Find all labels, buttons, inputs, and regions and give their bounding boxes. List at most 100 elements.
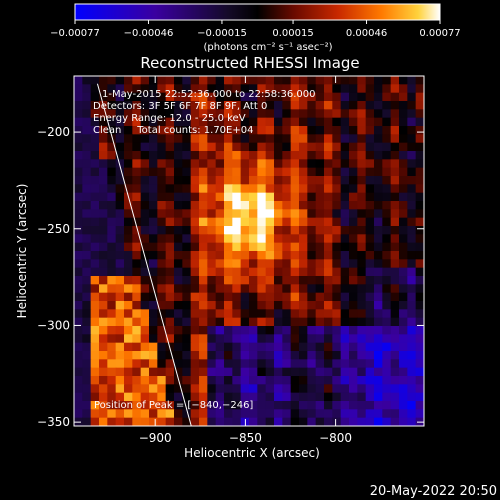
heatmap-cell bbox=[140, 276, 150, 285]
heatmap-cell bbox=[332, 384, 342, 394]
heatmap-cell bbox=[115, 401, 125, 410]
heatmap-cell bbox=[149, 251, 158, 260]
heatmap-cell bbox=[349, 384, 358, 394]
heatmap-cell bbox=[99, 292, 108, 302]
heatmap-cell bbox=[82, 192, 92, 202]
heatmap-cell bbox=[82, 109, 92, 119]
heatmap-cell bbox=[82, 242, 92, 252]
heatmap-cell bbox=[115, 317, 125, 327]
heatmap-cell bbox=[340, 134, 350, 144]
heatmap-cell bbox=[124, 226, 133, 235]
heatmap-cell bbox=[349, 292, 358, 302]
heatmap-cell bbox=[299, 284, 308, 294]
heatmap-cell bbox=[207, 117, 217, 127]
heatmap-cell bbox=[282, 284, 292, 294]
heatmap-cell bbox=[124, 184, 133, 194]
heatmap-cell bbox=[399, 184, 408, 194]
heatmap-cell bbox=[265, 401, 275, 410]
heatmap-cell bbox=[90, 159, 100, 169]
heatmap-cell bbox=[174, 159, 183, 169]
heatmap-cell bbox=[290, 401, 300, 410]
heatmap-cell bbox=[415, 284, 424, 294]
heatmap-cell bbox=[257, 267, 267, 277]
heatmap-cell bbox=[99, 117, 108, 127]
heatmap-cell bbox=[382, 167, 392, 177]
heatmap-cell bbox=[115, 326, 125, 335]
heatmap-cell bbox=[415, 401, 424, 410]
heatmap-cell bbox=[174, 184, 183, 194]
heatmap-cell bbox=[274, 76, 283, 85]
heatmap-cell bbox=[190, 167, 200, 177]
heatmap-cell bbox=[274, 276, 283, 285]
plot-frame bbox=[73, 75, 425, 427]
heatmap-cell bbox=[199, 167, 208, 177]
heatmap-cell bbox=[182, 176, 192, 185]
heatmap-cell bbox=[199, 234, 208, 244]
heatmap-cell bbox=[315, 134, 325, 144]
heatmap-cell bbox=[74, 84, 83, 94]
heatmap-cell bbox=[324, 317, 333, 327]
heatmap-cell bbox=[232, 192, 242, 202]
heatmap-cell bbox=[99, 201, 108, 210]
heatmap-cell bbox=[299, 259, 308, 269]
heatmap-cell bbox=[390, 359, 400, 369]
heatmap-cell bbox=[99, 167, 108, 177]
heatmap-cell bbox=[165, 167, 175, 177]
heatmap-cell bbox=[99, 384, 108, 394]
heatmap-cell bbox=[232, 392, 242, 402]
heatmap-cell bbox=[299, 234, 308, 244]
heatmap-cell bbox=[174, 292, 183, 302]
heatmap-cell bbox=[207, 284, 217, 294]
heatmap-cell bbox=[357, 134, 367, 144]
heatmap-cell bbox=[240, 134, 250, 144]
heatmap-cell bbox=[132, 201, 142, 210]
heatmap-cell bbox=[357, 92, 367, 102]
heatmap-cell bbox=[340, 217, 350, 227]
heatmap-cell bbox=[174, 101, 183, 110]
heatmap-cell bbox=[157, 301, 167, 310]
heatmap-cell bbox=[365, 292, 375, 302]
heatmap-cell bbox=[107, 84, 117, 94]
heatmap-cell bbox=[74, 292, 83, 302]
heatmap-cell bbox=[215, 384, 225, 394]
heatmap-cell bbox=[399, 301, 408, 310]
heatmap-cell bbox=[207, 301, 217, 310]
heatmap-cell bbox=[415, 159, 424, 169]
heatmap-cell bbox=[290, 276, 300, 285]
heatmap-cell bbox=[399, 192, 408, 202]
heatmap-cell bbox=[399, 309, 408, 319]
heatmap-cell bbox=[274, 126, 283, 135]
heatmap-cell bbox=[140, 359, 150, 369]
heatmap-cell bbox=[357, 384, 367, 394]
heatmap-cell bbox=[215, 409, 225, 419]
heatmap-cell bbox=[124, 317, 133, 327]
heatmap-cell bbox=[115, 359, 125, 369]
heatmap-cell bbox=[265, 367, 275, 377]
heatmap-cell bbox=[107, 351, 117, 360]
heatmap-cell bbox=[99, 159, 108, 169]
heatmap-cell bbox=[415, 292, 424, 302]
heatmap-cell bbox=[124, 217, 133, 227]
heatmap-cell bbox=[324, 276, 333, 285]
heatmap-cell bbox=[82, 326, 92, 335]
heatmap-cell bbox=[74, 326, 83, 335]
heatmap-cell bbox=[207, 109, 217, 119]
heatmap-cell bbox=[332, 284, 342, 294]
heatmap-cell bbox=[382, 184, 392, 194]
heatmap-cell bbox=[299, 126, 308, 135]
heatmap-cell bbox=[382, 384, 392, 394]
heatmap-cell bbox=[132, 84, 142, 94]
heatmap-cell bbox=[115, 151, 125, 160]
heatmap-cell bbox=[99, 76, 108, 85]
heatmap-cell bbox=[282, 184, 292, 194]
heatmap-cell bbox=[157, 417, 167, 426]
heatmap-cell bbox=[265, 267, 275, 277]
heatmap-cell bbox=[274, 334, 283, 344]
heatmap-cell bbox=[349, 251, 358, 260]
heatmap-cell bbox=[374, 384, 383, 394]
heatmap-cell bbox=[224, 184, 233, 194]
heatmap-cell bbox=[90, 167, 100, 177]
heatmap-cell bbox=[407, 417, 417, 426]
heatmap-cell bbox=[349, 159, 358, 169]
heatmap-cell bbox=[274, 201, 283, 210]
